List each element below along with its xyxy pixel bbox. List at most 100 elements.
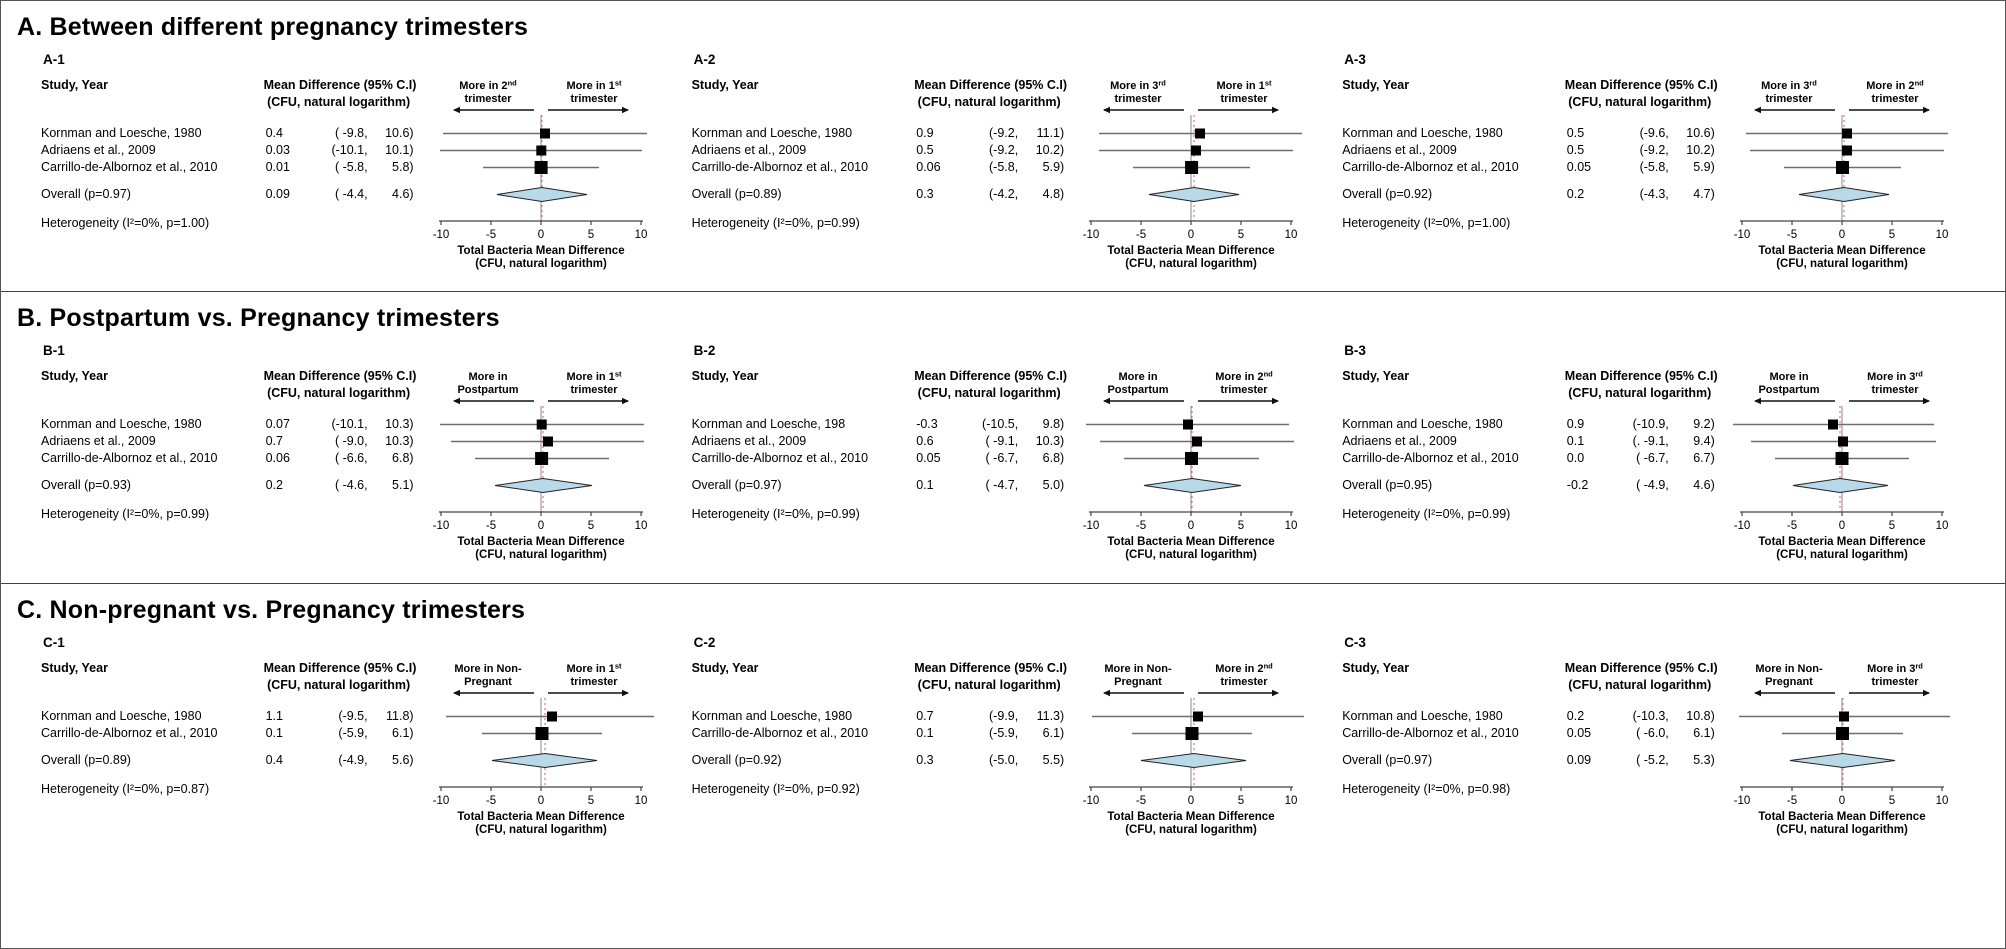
- column-header-study: Study, Year: [1342, 78, 1410, 92]
- table-header: Study, Year Mean Difference (95% C.I) (CFU…: [41, 77, 416, 117]
- ci-low: (-10.1,: [331, 143, 368, 157]
- direction-label-left: Postpartum: [457, 384, 518, 396]
- ci-low: (-9.2,: [1639, 143, 1669, 157]
- ci-high: 9.2): [1693, 417, 1715, 431]
- direction-label-right: More in 1st: [566, 662, 621, 676]
- ci-high: 10.8): [1686, 709, 1715, 723]
- direction-label-left: More in Non-: [1105, 663, 1173, 675]
- study-marker: [534, 161, 548, 174]
- direction-label-left: Pregnant: [464, 676, 512, 688]
- ci-high: 10.6): [385, 126, 414, 140]
- forest-plot-C-3: More in Non-Pregnant More in 3rdtrimester…: [1733, 662, 1950, 836]
- x-tick-label: 0: [1839, 795, 1845, 807]
- ci-high: 11.1): [1036, 126, 1065, 140]
- ci-low: (-5.8,: [1639, 160, 1669, 174]
- estimate-value: 0.3: [916, 187, 934, 201]
- table-header: Study, Year Mean Difference (95% C.I) (CFU…: [1342, 77, 1718, 117]
- ci-low: (-9.9,: [989, 709, 1019, 723]
- forest-plot-C-1: More in Non-Pregnant More in 1sttrimester…: [432, 662, 654, 836]
- x-tick-label: -10: [1083, 520, 1100, 532]
- x-tick-label: -10: [432, 229, 449, 241]
- right-arrow-icon-head: [621, 689, 629, 697]
- study-row: Carrillo-de-Albornoz et al., 2010 0.1 (-5.…: [41, 725, 414, 742]
- column-header-md: Mean Difference (95% C.I) (CFU, natural l…: [914, 368, 1067, 408]
- section-C: C. Non-pregnant vs. Pregnancy trimesters…: [1, 584, 2005, 947]
- study-name: Kornman and Loesche, 1980: [41, 417, 202, 431]
- ci-high: 10.3): [1035, 434, 1065, 448]
- ci-high: 6.1): [1693, 726, 1715, 740]
- x-tick-label: -5: [485, 229, 495, 241]
- study-name: Carrillo-de-Albornoz et al., 2010: [1342, 160, 1519, 174]
- column-header-study: Study, Year: [41, 78, 108, 92]
- left-arrow-icon-head: [1103, 106, 1111, 114]
- study-marker: [1838, 711, 1849, 722]
- study-name: Overall (p=0.93): [41, 478, 131, 492]
- estimate-value: 1.1: [265, 709, 283, 723]
- ci-high: 6.7): [1693, 451, 1715, 465]
- md-header-line2: (CFU, natural logarithm): [267, 678, 411, 692]
- panel-label: A-1: [43, 52, 65, 67]
- study-name: Kornman and Loesche, 1980: [1342, 417, 1503, 431]
- panel-B-2: B-2 Study, Year Mean Difference (95% C.I) (…: [692, 339, 1343, 564]
- direction-label-left: trimester: [1765, 93, 1813, 105]
- estimate-value: 0.1: [916, 726, 934, 740]
- estimate-value: -0.3: [916, 417, 938, 431]
- row-spacer: [1342, 408, 1715, 416]
- ci-low: (-10.1,: [331, 417, 368, 431]
- row-spacer: [692, 769, 1065, 781]
- x-tick-label: 5: [1889, 795, 1895, 807]
- table-header: Study, Year Mean Difference (95% C.I) (CFU…: [691, 368, 1067, 408]
- ci-high: 10.3): [385, 417, 414, 431]
- study-row: Carrillo-de-Albornoz et al., 2010 0.01 ( -…: [41, 159, 414, 176]
- column-header-md: Mean Difference (95% C.I) (CFU, natural l…: [1565, 77, 1718, 117]
- ci-low: (-4.9,: [338, 753, 368, 767]
- study-row: Kornman and Loesche, 1980 0.7 (-9.9, 11.3): [692, 708, 1065, 725]
- study-row: Carrillo-de-Albornoz et al., 2010 0.06 ( -…: [41, 450, 414, 467]
- panel-C-1: C-1 Study, Year Mean Difference (95% C.I) (…: [41, 631, 692, 839]
- left-arrow-icon-head: [1753, 689, 1761, 697]
- row-spacer: [41, 176, 414, 186]
- estimate-value: 0.09: [265, 187, 290, 201]
- column-header-study: Study, Year: [691, 369, 759, 383]
- ci-low: ( -4.9,: [1636, 478, 1669, 492]
- x-tick-label: 5: [587, 229, 593, 241]
- study-marker: [1835, 161, 1849, 174]
- estimate-value: 0.9: [1566, 417, 1585, 431]
- study-name: Adriaens et al., 2009: [691, 143, 807, 157]
- study-row: Kornman and Loesche, 1980 0.9 (-9.2, 11.1): [692, 125, 1065, 142]
- overall-diamond: [1792, 477, 1888, 494]
- x-axis-label-line2: (CFU, natural logarithm): [1125, 824, 1257, 836]
- md-header-line2: (CFU, natural logarithm): [267, 95, 411, 109]
- ci-high: 5.3): [1693, 753, 1715, 767]
- x-axis-label-line1: Total Bacteria Mean Difference: [1108, 245, 1275, 257]
- estimate-value: 0.9: [916, 126, 934, 140]
- heterogeneity-row: Heterogeneity (I²=0%, p=1.00): [41, 216, 210, 230]
- right-arrow-icon-head: [1922, 397, 1930, 405]
- ci-low: ( -4.6,: [334, 478, 368, 492]
- x-tick-label: 5: [1238, 520, 1244, 532]
- ci-high: 6.8): [392, 451, 414, 465]
- panel-label: A-2: [693, 52, 716, 67]
- panel-B-3: B-3 Study, Year Mean Difference (95% C.I) (…: [1342, 339, 1993, 564]
- md-header-line1: Mean Difference (95% C.I): [914, 661, 1068, 675]
- study-marker: [1185, 452, 1199, 465]
- x-axis-label-line2: (CFU, natural logarithm): [1776, 549, 1908, 561]
- x-tick-label: -5: [1136, 795, 1146, 807]
- x-tick-label: -10: [432, 520, 449, 532]
- ci-high: 6.8): [1042, 451, 1065, 465]
- ci-low: (-9.2,: [989, 143, 1019, 157]
- direction-label-right: More in 1st: [566, 370, 621, 384]
- row-spacer: [1342, 700, 1715, 708]
- column-header-study: Study, Year: [691, 78, 759, 92]
- left-arrow-icon-head: [452, 106, 460, 114]
- heterogeneity-row: Heterogeneity (I²=0%, p=0.99): [691, 507, 860, 521]
- md-header-line2: (CFU, natural logarithm): [917, 678, 1061, 692]
- x-axis-label-line1: Total Bacteria Mean Difference: [457, 536, 624, 548]
- row-spacer: [41, 494, 414, 506]
- ci-low: (-5.9,: [338, 726, 368, 740]
- ci-low: ( -4.4,: [334, 187, 368, 201]
- panel-label: C-3: [1344, 635, 1366, 650]
- ci-low: ( -5.2,: [1636, 753, 1669, 767]
- study-name: Carrillo-de-Albornoz et al., 2010: [1342, 451, 1519, 465]
- ci-high: 6.1): [1042, 726, 1065, 740]
